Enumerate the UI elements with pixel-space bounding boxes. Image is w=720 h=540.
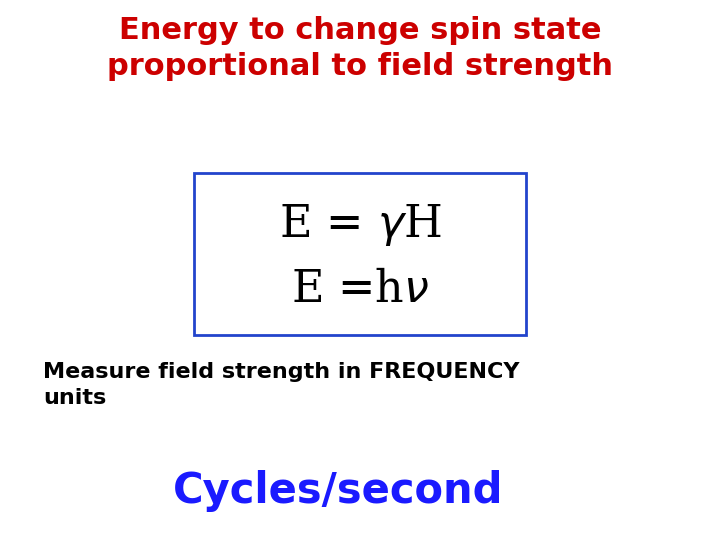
Text: Measure field strength in FREQUENCY
units: Measure field strength in FREQUENCY unit… — [43, 362, 520, 408]
Text: E = $\mathit{\gamma}$H: E = $\mathit{\gamma}$H — [279, 201, 441, 248]
Text: Energy to change spin state
proportional to field strength: Energy to change spin state proportional… — [107, 16, 613, 81]
Text: E =h$\mathit{\nu}$: E =h$\mathit{\nu}$ — [291, 268, 429, 311]
Text: Cycles/second: Cycles/second — [173, 470, 504, 512]
Bar — [194, 173, 526, 335]
